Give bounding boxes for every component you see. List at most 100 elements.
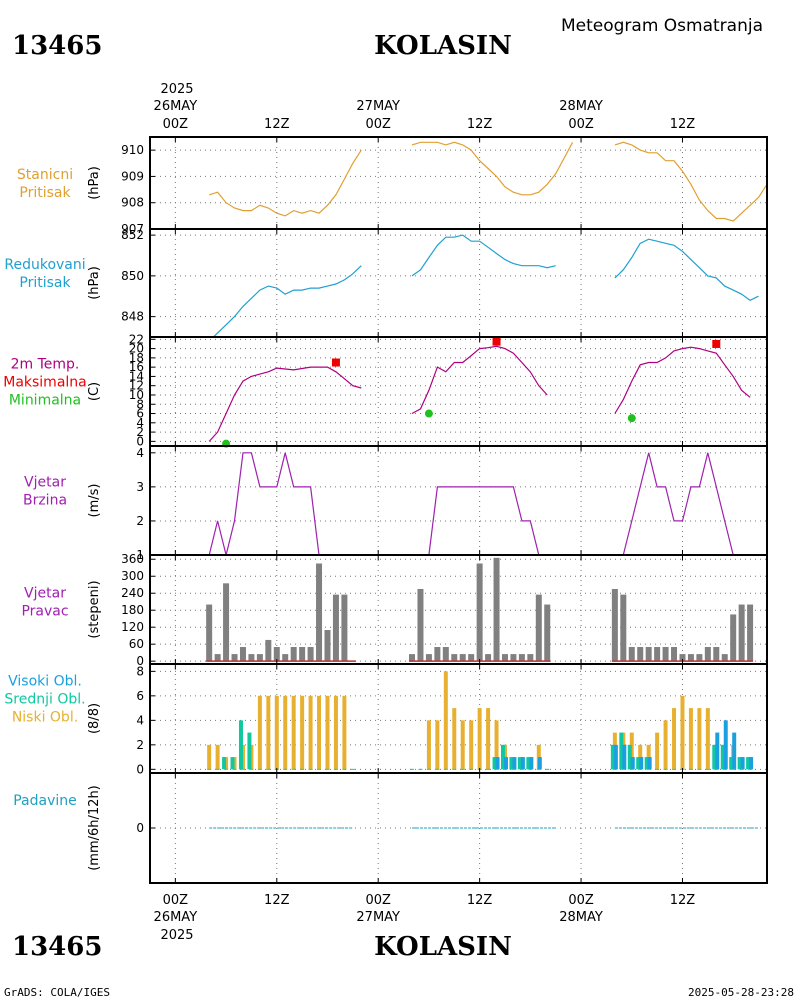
direction-bar <box>679 654 686 662</box>
low-cloud-bar <box>274 695 279 770</box>
low-cloud-bar <box>283 695 288 770</box>
direction-bar <box>273 647 280 662</box>
direction-bar <box>299 647 306 662</box>
panel-label: Redukovani <box>4 257 85 273</box>
panel-label: 2m Temp. <box>11 357 80 373</box>
mid-cloud-bar <box>619 732 624 770</box>
y-tick-label: 848 <box>121 310 144 324</box>
panel-label: Maksimalna <box>3 375 87 391</box>
y-tick-label: 909 <box>121 169 144 183</box>
y-tick-label: 22 <box>129 332 144 346</box>
direction-bar <box>527 654 534 662</box>
bottom-tick-label: 12Z <box>670 893 696 908</box>
station-id-top: 13465 <box>12 31 102 61</box>
y-tick-label: 0 <box>136 821 144 835</box>
mid-cloud-bar <box>627 744 632 770</box>
series-line <box>614 238 759 301</box>
bottom-time-axis: 00Z 12Z 00Z 12Z 00Z 12Z 26MAY 27MAY 28MAY <box>154 893 696 925</box>
series-line <box>412 486 548 555</box>
direction-bar <box>611 588 618 662</box>
direction-bar <box>713 647 720 662</box>
y-tick-label: 4 <box>136 713 144 727</box>
y-tick-label: 908 <box>121 196 144 210</box>
direction-bar <box>290 647 297 662</box>
direction-bar <box>459 654 466 662</box>
axis-unit-label: (m/s) <box>87 484 102 518</box>
direction-bar <box>248 654 255 662</box>
panel-plot-area <box>150 446 767 555</box>
direction-bar <box>256 654 263 662</box>
direction-bar <box>662 647 669 662</box>
direction-bar <box>687 654 694 662</box>
station-name-top: KOLASIN <box>374 31 512 61</box>
direction-bar <box>206 604 213 662</box>
y-tick-label: 2 <box>136 514 144 528</box>
direction-bar <box>316 563 323 662</box>
station-name-bottom: KOLASIN <box>374 932 512 962</box>
high-cloud-bar <box>639 757 644 770</box>
direction-bar <box>341 594 348 662</box>
low-cloud-bar <box>680 695 685 770</box>
high-cloud-bar <box>495 757 500 770</box>
low-cloud-bar <box>207 744 212 770</box>
direction-bar <box>628 647 635 662</box>
mid-cloud-bar <box>636 757 641 770</box>
direction-bar <box>510 654 517 662</box>
low-cloud-bar <box>663 720 668 770</box>
high-cloud-bar <box>512 757 517 770</box>
panel-label: Brzina <box>23 493 67 509</box>
series-line <box>208 366 362 442</box>
mid-cloud-bar <box>517 757 522 770</box>
panel-clouds: 0 2 4 6 8 (8/8) Visoki Obl. Srednji Obl. Niski O… <box>4 663 768 776</box>
panel-plot-area <box>150 137 767 229</box>
mid-cloud-bar <box>500 744 505 770</box>
meteogram-panels: 907908909910(hPa)StanicniPritisak8488508… <box>3 136 768 884</box>
low-cloud-bar <box>697 708 702 770</box>
y-tick-label: 8 <box>136 397 144 411</box>
chart-title: Meteogram Osmatranja <box>561 16 763 36</box>
y-tick-label: 360 <box>121 552 144 566</box>
mid-cloud-bar <box>526 757 531 770</box>
y-tick-label: 2 <box>136 425 144 439</box>
y-tick-label: 12 <box>129 379 144 393</box>
low-cloud-bar <box>460 720 465 770</box>
panel-label: Pritisak <box>19 275 71 291</box>
high-cloud-bar <box>520 757 525 770</box>
low-cloud-bar <box>452 708 457 770</box>
high-cloud-bar <box>529 757 534 770</box>
low-cloud-bar <box>342 695 347 770</box>
panel-label: Vjetar <box>24 586 66 602</box>
panel-plot-area <box>150 555 767 664</box>
panel-precipitation: 0 (mm/6h/12h) Padavine <box>13 772 768 884</box>
low-cloud-bar <box>655 732 660 770</box>
bottom-tick-label: 12Z <box>467 893 493 908</box>
mid-cloud-bar <box>720 744 725 770</box>
max-temp-marker <box>492 337 501 346</box>
series-line <box>614 141 767 222</box>
y-tick-label: 16 <box>129 360 144 374</box>
direction-bar <box>476 563 483 662</box>
mid-cloud-bar <box>610 744 615 770</box>
series-line <box>411 345 548 415</box>
y-tick-label: 3 <box>136 480 144 494</box>
panel-wind-direction: 0 60 120 180 240 300 360 (stepeni) Vjetar Pravac <box>21 552 768 668</box>
mid-cloud-bar <box>737 757 742 770</box>
panel-label: Srednji Obl. <box>4 692 85 708</box>
panel-station-pressure: 907 908 909 910 (hPa) Stanicni Pritisak <box>17 136 768 236</box>
series-line <box>614 346 751 414</box>
mid-cloud-bar <box>729 757 734 770</box>
direction-bar <box>637 647 644 662</box>
mid-cloud-bar <box>644 757 649 770</box>
low-cloud-bar <box>215 744 220 770</box>
direction-bar <box>231 654 238 662</box>
direction-bar <box>501 654 508 662</box>
panel-frame <box>149 445 768 556</box>
direction-bar <box>409 654 416 662</box>
y-tick-label: 10 <box>129 388 144 402</box>
top-tick-label: 00Z <box>163 117 189 132</box>
top-tick-label: 00Z <box>365 117 391 132</box>
low-cloud-bar <box>705 708 710 770</box>
series-line <box>411 234 556 277</box>
